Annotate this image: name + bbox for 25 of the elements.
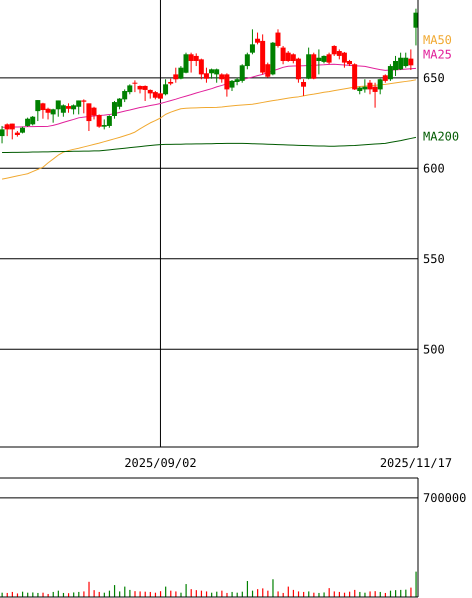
line-series: [2, 136, 416, 154]
x-tick-label: 2025/09/02: [124, 456, 197, 470]
candlestick: [275, 28, 280, 48]
candlestick: [0, 125, 5, 144]
candlestick: [173, 67, 178, 84]
series-label: MA200: [423, 130, 460, 144]
candlestick: [378, 78, 383, 95]
text: MA50: [423, 33, 452, 48]
y-tick-label: 650: [423, 71, 445, 86]
candlestick: [35, 100, 40, 122]
candlestick: [250, 28, 255, 55]
text: 700000: [423, 491, 466, 506]
candlestick: [326, 52, 332, 65]
candlestick: [408, 48, 414, 71]
candlestick: [50, 108, 56, 124]
candlestick: [301, 78, 306, 96]
candlestick: [163, 78, 168, 96]
candlestick: [66, 102, 71, 114]
y-tick-label: 550: [423, 252, 445, 266]
candlestick: [132, 80, 138, 93]
y-tick-label: 600: [423, 162, 445, 176]
y-tick-label: 500: [423, 342, 445, 357]
series-label: MA25: [423, 48, 452, 62]
x-tick-label: 2025/11/17: [380, 456, 452, 470]
line-series: [2, 79, 416, 180]
